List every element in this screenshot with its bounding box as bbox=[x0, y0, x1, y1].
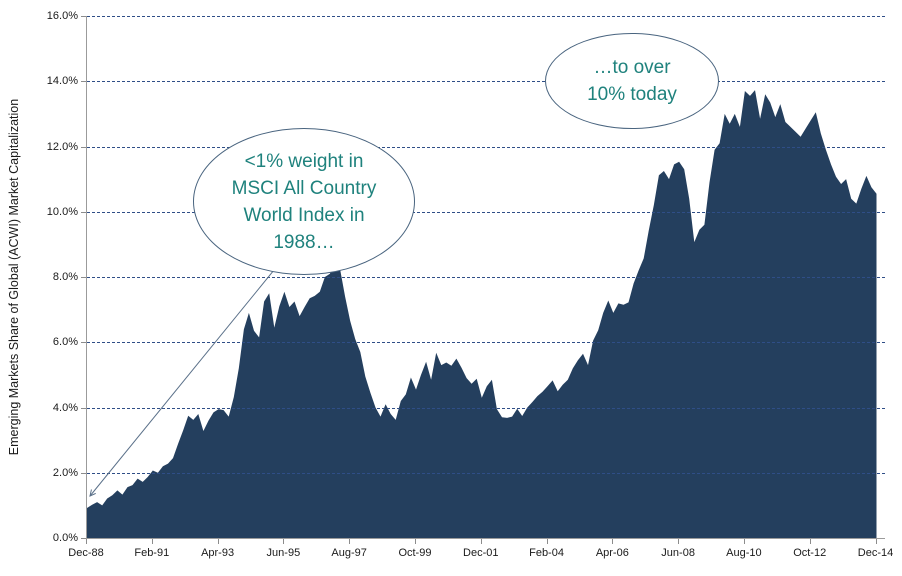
x-tick-label: Dec-01 bbox=[463, 547, 499, 559]
annotation-line: 10% today bbox=[587, 84, 677, 105]
x-tick-mark bbox=[217, 539, 219, 544]
y-tick-mark bbox=[81, 538, 86, 539]
annotation-line: <1% weight in bbox=[244, 150, 364, 172]
y-tick-label: 12.0% bbox=[46, 140, 78, 153]
gridline-8.0% bbox=[87, 277, 885, 278]
y-tick-label: 2.0% bbox=[52, 466, 78, 479]
annotation-oval-today: …to over 10% today bbox=[545, 33, 719, 129]
x-tick-label: Oct-99 bbox=[398, 547, 432, 559]
gridline-16.0% bbox=[87, 16, 885, 17]
x-tick-label: Feb-91 bbox=[134, 547, 170, 559]
y-tick-label: 0.0% bbox=[52, 532, 78, 544]
annotation-line: MSCI All Country bbox=[231, 177, 377, 199]
x-tick-label: Jun-08 bbox=[661, 547, 695, 559]
x-tick-label: Apr-06 bbox=[595, 547, 629, 559]
y-tick-mark bbox=[81, 342, 86, 344]
y-tick-mark bbox=[81, 146, 86, 148]
x-tick-mark bbox=[612, 539, 614, 544]
y-axis-title: Emerging Markets Share of Global (ACWI) … bbox=[7, 98, 21, 456]
gridline-14.0% bbox=[87, 81, 885, 83]
x-tick-mark bbox=[480, 539, 482, 544]
x-tick-mark bbox=[414, 539, 416, 544]
x-tick-label: Aug-97 bbox=[331, 547, 367, 559]
x-tick-mark bbox=[546, 539, 548, 544]
gridline-10.0% bbox=[87, 211, 885, 213]
x-tick-mark bbox=[743, 539, 745, 544]
annotation-line: …to over bbox=[593, 57, 671, 78]
y-tick-mark bbox=[81, 407, 86, 409]
annotation-line: 1988… bbox=[273, 231, 335, 253]
x-tick-mark bbox=[283, 539, 285, 544]
y-tick-label: 8.0% bbox=[52, 271, 78, 283]
x-tick-mark bbox=[678, 539, 680, 544]
y-tick-label: 6.0% bbox=[52, 336, 78, 349]
y-tick-label: 10.0% bbox=[46, 205, 78, 218]
annotation-oval-1988: <1% weight in MSCI All Country World Index… bbox=[193, 128, 415, 275]
y-tick-mark bbox=[81, 472, 86, 474]
x-tick-mark bbox=[349, 539, 351, 544]
gridline-6.0% bbox=[87, 342, 885, 344]
x-tick-label: Feb-04 bbox=[529, 547, 564, 559]
y-tick-label: 14.0% bbox=[46, 75, 78, 88]
annotation-line: World Index in bbox=[243, 204, 365, 226]
gridline-4.0% bbox=[87, 407, 885, 409]
gridline-12.0% bbox=[87, 146, 885, 148]
x-tick-label: Apr-93 bbox=[201, 547, 235, 559]
x-tick-mark bbox=[809, 539, 811, 544]
x-tick-label: Dec-14 bbox=[857, 547, 894, 559]
y-tick-mark bbox=[81, 277, 86, 278]
x-tick-label: Jun-95 bbox=[266, 547, 301, 559]
y-tick-mark bbox=[81, 81, 86, 83]
y-tick-mark bbox=[81, 16, 86, 17]
plot-area bbox=[86, 16, 885, 539]
x-tick-mark bbox=[875, 539, 877, 544]
x-tick-mark bbox=[86, 539, 87, 544]
area-series bbox=[87, 90, 877, 538]
y-tick-label: 4.0% bbox=[52, 401, 78, 414]
y-tick-mark bbox=[81, 211, 86, 213]
x-tick-label: Dec-88 bbox=[68, 547, 104, 559]
area-series-polygon bbox=[87, 90, 877, 538]
gridline-2.0% bbox=[87, 472, 885, 474]
x-tick-label: Oct-12 bbox=[793, 547, 827, 559]
y-tick-label: 16.0% bbox=[46, 10, 78, 22]
x-tick-mark bbox=[151, 539, 153, 544]
x-tick-label: Aug-10 bbox=[726, 547, 762, 559]
